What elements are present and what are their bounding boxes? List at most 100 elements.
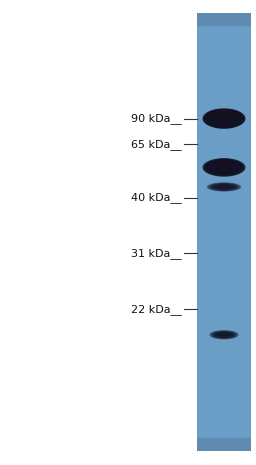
Bar [197, 189, 251, 191]
Bar [197, 63, 251, 64]
Bar [197, 305, 251, 307]
Bar [197, 179, 251, 181]
Bar [197, 361, 251, 363]
Bar [197, 231, 251, 232]
Bar [197, 48, 251, 50]
Bar [197, 366, 251, 368]
Bar [197, 270, 251, 272]
Bar [197, 356, 251, 357]
Bar [197, 446, 251, 448]
Bar [197, 435, 251, 437]
Bar [197, 360, 251, 361]
Bar [197, 334, 251, 335]
Bar [197, 340, 251, 342]
Bar [197, 116, 251, 118]
Bar [197, 162, 251, 164]
Bar [197, 205, 251, 206]
Bar [197, 267, 251, 269]
Bar [197, 313, 251, 314]
Bar [197, 19, 251, 20]
Bar [197, 155, 251, 157]
Bar [197, 252, 251, 253]
Bar [197, 354, 251, 356]
Ellipse shape [216, 164, 232, 171]
Bar [197, 414, 251, 416]
Bar [197, 319, 251, 320]
Bar [197, 122, 251, 123]
Bar [197, 280, 251, 282]
Ellipse shape [211, 331, 237, 339]
Bar [197, 203, 251, 204]
Bar [197, 255, 251, 257]
Bar [197, 213, 251, 215]
Ellipse shape [212, 162, 236, 173]
Bar [197, 211, 251, 213]
Bar [197, 383, 251, 385]
Bar [197, 54, 251, 55]
Bar [197, 230, 251, 232]
Bar [197, 108, 251, 110]
Bar [197, 23, 251, 25]
Ellipse shape [215, 114, 233, 123]
Bar [197, 51, 251, 52]
Bar [197, 134, 251, 135]
Bar [197, 385, 251, 386]
Bar [197, 326, 251, 327]
Bar [197, 14, 251, 16]
Bar [197, 73, 251, 74]
Bar [197, 251, 251, 252]
Bar [197, 188, 251, 190]
Text: 90 kDa__: 90 kDa__ [131, 113, 182, 124]
Bar [197, 286, 251, 288]
Bar [197, 275, 251, 276]
Bar [197, 400, 251, 402]
Bar [197, 163, 251, 165]
Bar [197, 33, 251, 35]
Bar [197, 408, 251, 410]
Bar [197, 332, 251, 334]
Bar [197, 421, 251, 423]
Bar [197, 272, 251, 274]
Bar [197, 175, 251, 177]
Bar [197, 126, 251, 127]
Ellipse shape [208, 160, 240, 174]
Bar [197, 99, 251, 100]
Bar [197, 161, 251, 163]
Bar [197, 283, 251, 285]
Bar [197, 128, 251, 130]
Bar [197, 174, 251, 176]
Bar [197, 38, 251, 39]
Bar [197, 16, 251, 17]
Bar [197, 124, 251, 126]
Bar [197, 434, 251, 436]
Bar [197, 129, 251, 131]
Bar [197, 253, 251, 254]
Bar [197, 433, 251, 435]
Ellipse shape [208, 111, 240, 126]
Bar [197, 195, 251, 196]
Bar [197, 89, 251, 90]
Bar [197, 413, 251, 415]
Bar [197, 373, 251, 375]
Bar [197, 154, 251, 156]
Bar [197, 149, 251, 151]
Bar [197, 55, 251, 57]
Bar [197, 419, 251, 420]
Ellipse shape [214, 332, 234, 338]
Bar [197, 445, 251, 447]
Bar [197, 21, 251, 23]
Bar [197, 91, 251, 93]
Bar [197, 93, 251, 95]
Bar [197, 53, 251, 54]
Bar [197, 293, 251, 295]
Bar [197, 114, 251, 116]
Bar [197, 345, 251, 347]
Bar [197, 120, 251, 121]
Bar [197, 57, 251, 59]
Bar [197, 438, 251, 440]
Bar [197, 317, 251, 319]
Bar [197, 288, 251, 289]
Bar [197, 430, 251, 432]
Text: 40 kDa__: 40 kDa__ [131, 192, 182, 203]
Bar [197, 66, 251, 67]
